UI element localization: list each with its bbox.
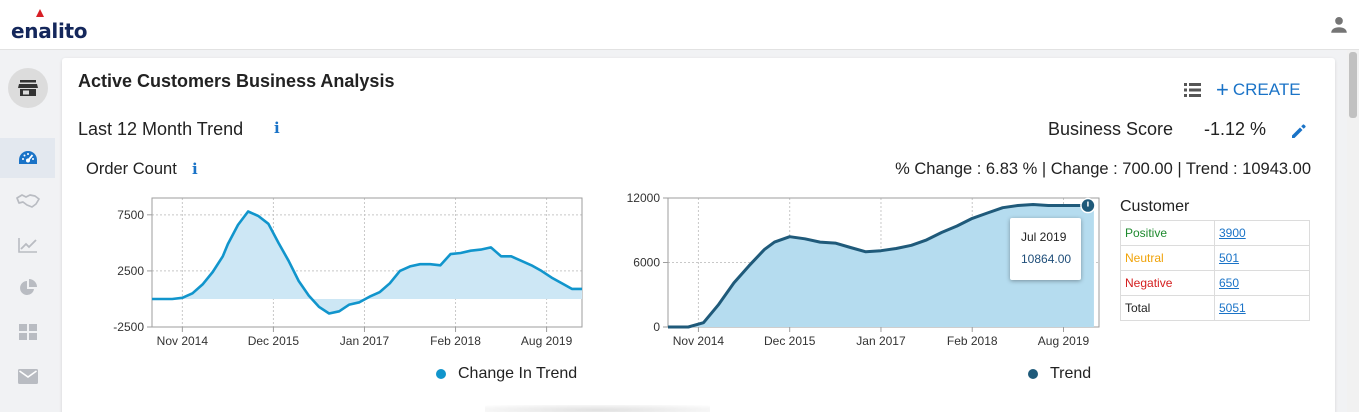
customer-title: Customer xyxy=(1120,198,1190,215)
page-title: Active Customers Business Analysis xyxy=(78,71,395,91)
business-score-label: Business Score xyxy=(1048,119,1174,139)
store-icon xyxy=(18,80,38,96)
customer-table: Positive 3900 Neutral 501 Negative 650 T… xyxy=(1120,220,1310,321)
legend-label: Trend xyxy=(1050,365,1092,382)
mail-icon xyxy=(17,368,38,384)
order-count-title: Order Count xyxy=(86,160,177,178)
sidebar-item-dashboard[interactable] xyxy=(0,138,55,178)
tooltip-value: 10864.00 xyxy=(1021,252,1072,266)
plus-icon: + xyxy=(1216,77,1229,102)
legend-dot-icon xyxy=(1028,369,1038,379)
customer-total-link[interactable]: 5051 xyxy=(1219,301,1246,315)
x-tick-label: Nov 2014 xyxy=(157,334,209,348)
series-area xyxy=(152,211,582,314)
plot-frame xyxy=(151,197,583,328)
x-tick-label: Nov 2014 xyxy=(673,334,725,348)
series-line xyxy=(152,210,582,315)
legend-trend[interactable]: Trend xyxy=(1028,365,1091,383)
scrollbar-track[interactable] xyxy=(1347,50,1359,412)
scrollbar-thumb[interactable] xyxy=(1349,52,1357,118)
handshake-icon xyxy=(15,194,40,208)
legend-label: Change In Trend xyxy=(458,365,578,382)
y-tick-label: 0 xyxy=(653,320,660,334)
trend-chart: 12000 6000 0 Nov 2014 Dec 2015 Jan 2017 Feb 20… xyxy=(627,191,1100,348)
table-row: Positive 3900 xyxy=(1120,220,1310,246)
legend-dot-icon xyxy=(436,369,446,379)
y-tick-label: -2500 xyxy=(113,320,144,334)
order-count-info-icon[interactable]: i xyxy=(192,160,198,178)
sidebar-item-widgets[interactable] xyxy=(0,312,55,352)
create-label: CREATE xyxy=(1232,80,1301,99)
customer-neutral-link[interactable]: 501 xyxy=(1219,251,1240,265)
trend-stats: % Change : 6.83 % | Change : 700.00 | Tr… xyxy=(895,160,1311,178)
sidebar xyxy=(0,50,55,412)
x-tick-label: Feb 2018 xyxy=(947,334,998,348)
section-title: Last 12 Month Trend xyxy=(78,119,244,139)
top-bar: enalito xyxy=(0,0,1359,50)
sidebar-item-deals[interactable] xyxy=(0,181,55,221)
store-button[interactable] xyxy=(8,68,48,108)
business-score-value: -1.12 % xyxy=(1204,119,1267,139)
grid-icon xyxy=(18,324,37,340)
sidebar-item-reports[interactable] xyxy=(0,268,55,308)
sidebar-item-mail[interactable] xyxy=(0,356,55,396)
customer-positive-link[interactable]: 3900 xyxy=(1219,226,1246,240)
table-row: Total 5051 xyxy=(1120,295,1310,321)
list-view-icon[interactable] xyxy=(1184,83,1201,97)
bottom-shadow xyxy=(485,405,710,412)
user-icon[interactable] xyxy=(1328,14,1350,36)
table-row: Neutral 501 xyxy=(1120,245,1310,271)
logo-mark-icon xyxy=(36,9,44,17)
table-row: Negative 650 xyxy=(1120,270,1310,296)
y-tick-label: 7500 xyxy=(117,208,144,222)
change-in-trend-chart: 7500 2500 -2500 Nov 2014 Dec 2015 Jan 2017 Feb… xyxy=(113,197,583,348)
pie-chart-icon xyxy=(19,279,37,295)
y-tick-label: 2500 xyxy=(117,264,144,278)
x-tick-label: Aug 2019 xyxy=(1038,334,1090,348)
series-line xyxy=(668,203,1094,329)
x-tick-label: Jan 2017 xyxy=(340,334,390,348)
create-button[interactable]: + CREATE xyxy=(1216,79,1301,101)
customer-negative-label: Negative xyxy=(1120,270,1215,296)
x-tick-label: Aug 2019 xyxy=(521,334,573,348)
customer-neutral-label: Neutral xyxy=(1120,245,1215,271)
chart-tooltip: Jul 2019 10864.00 xyxy=(1010,218,1081,280)
customer-positive-label: Positive xyxy=(1120,220,1215,246)
series-area xyxy=(668,204,1094,327)
x-tick-label: Jan 2017 xyxy=(856,334,906,348)
y-tick-label: 12000 xyxy=(627,191,661,205)
y-tick-label: 6000 xyxy=(633,256,660,270)
tooltip-date: Jul 2019 xyxy=(1021,230,1067,244)
sidebar-item-analytics[interactable] xyxy=(0,225,55,265)
x-tick-label: Dec 2015 xyxy=(248,334,300,348)
app-logo[interactable]: enalito xyxy=(11,19,88,43)
x-tick-label: Feb 2018 xyxy=(430,334,481,348)
line-chart-icon xyxy=(17,238,37,253)
section-info-icon[interactable]: i xyxy=(274,119,280,137)
customer-negative-link[interactable]: 650 xyxy=(1219,276,1240,290)
speedometer-icon xyxy=(18,151,37,164)
edit-pencil-icon[interactable] xyxy=(1290,122,1308,140)
legend-change-in-trend[interactable]: Change In Trend xyxy=(436,365,577,383)
x-tick-label: Dec 2015 xyxy=(764,334,816,348)
customer-total-label: Total xyxy=(1120,295,1215,321)
